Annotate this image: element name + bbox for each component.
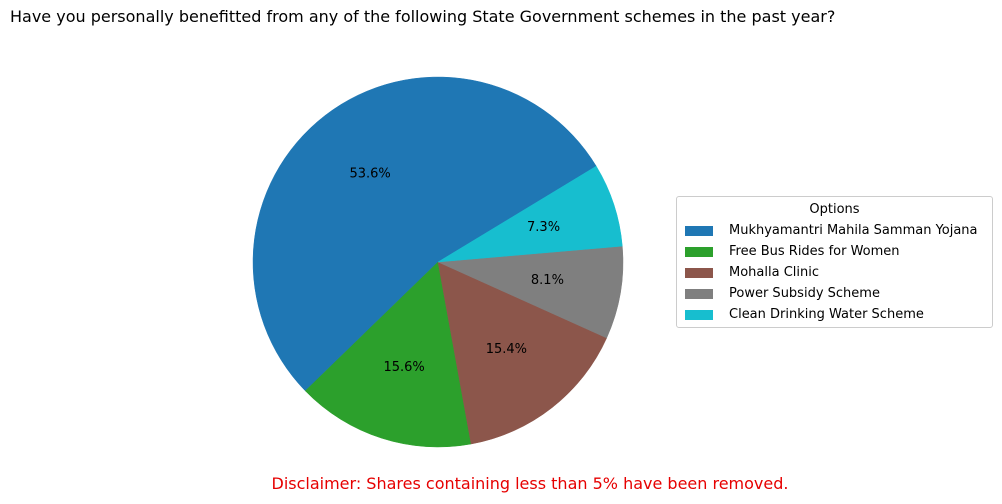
legend-item: Mukhyamantri Mahila Samman Yojana xyxy=(677,220,992,241)
legend-label: Clean Drinking Water Scheme xyxy=(729,307,924,322)
legend-label: Free Bus Rides for Women xyxy=(729,244,900,259)
slice-percent-label: 15.4% xyxy=(486,342,527,357)
chart-title: Have you personally benefitted from any … xyxy=(10,7,836,26)
pie-slice xyxy=(252,76,597,392)
legend-swatch xyxy=(685,309,713,320)
slice-percent-label: 53.6% xyxy=(349,167,390,182)
pie-slice xyxy=(437,165,623,263)
legend-title: Options xyxy=(809,202,860,217)
legend-swatch xyxy=(685,246,713,257)
slice-percent-label: 8.1% xyxy=(531,273,564,288)
legend-swatch xyxy=(685,267,713,278)
legend-item: Clean Drinking Water Scheme xyxy=(677,304,992,325)
legend-swatch xyxy=(685,225,713,236)
legend-item: Power Subsidy Scheme xyxy=(677,283,992,304)
pie-slice xyxy=(437,261,608,445)
legend: Options Mukhyamantri Mahila Samman Yojan… xyxy=(676,196,993,328)
pie-slice xyxy=(304,261,472,448)
legend-swatch xyxy=(685,288,713,299)
legend-label: Mohalla Clinic xyxy=(729,265,819,280)
legend-label: Power Subsidy Scheme xyxy=(729,286,880,301)
slice-percent-label: 15.6% xyxy=(383,360,424,375)
disclaimer: Disclaimer: Shares containing less than … xyxy=(271,474,789,493)
legend-item: Free Bus Rides for Women xyxy=(677,241,992,262)
pie-slice xyxy=(437,245,624,339)
legend-item: Mohalla Clinic xyxy=(677,262,992,283)
slice-percent-label: 7.3% xyxy=(527,220,560,235)
legend-label: Mukhyamantri Mahila Samman Yojana xyxy=(729,223,978,238)
